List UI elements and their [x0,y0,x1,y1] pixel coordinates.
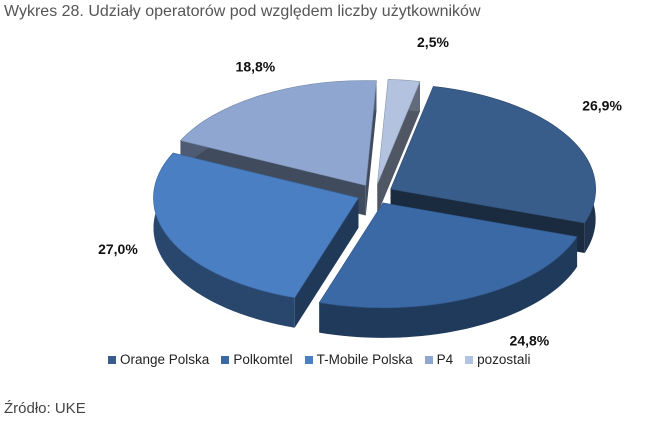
pie-slice-rim [319,236,578,338]
slice-value-label: 27,0% [98,241,138,257]
slice-value-label: 26,9% [582,97,622,113]
legend-swatch [465,355,474,364]
legend-item: Polkomtel [221,352,293,367]
legend-item: pozostali [465,352,530,367]
legend-label: P4 [436,352,454,367]
pie-slice-wall [365,80,377,216]
pie-chart: 26,9% 24,8% 27,0% 18,8% 2,5% [98,34,622,348]
pie-slice-rim [153,153,295,328]
legend-swatch [304,355,313,364]
legend-swatch [108,355,116,364]
legend-label: pozostali [477,352,531,367]
legend-item: T-Mobile Polska [304,352,413,367]
pie-slice-wall [377,81,420,215]
legend-item: Orange Polska [108,352,209,367]
pie-slice [179,80,377,186]
slice-value-label: 24,8% [510,332,550,348]
source-note: Źródło: UKE [4,400,86,417]
legend-label: Polkomtel [233,352,293,367]
chart-legend: Orange Polska Polkomtel T-Mobile Polska P4 p… [108,352,530,367]
slice-value-label: 18,8% [236,59,276,75]
legend-label: Orange Polska [120,352,210,367]
slice-value-label: 2,5% [417,34,449,50]
chart-title: Wykres 28. Udziały operatorów pod względ… [4,3,481,20]
legend-swatch [424,355,433,364]
pie-slice-wall [294,197,359,328]
legend-item: P4 [424,352,454,367]
pie-slice [318,202,578,309]
pie-slice [377,79,421,185]
legend-swatch [221,355,230,364]
pie-slice [390,86,596,224]
legend-label: T-Mobile Polska [316,352,413,367]
pie-slice [153,152,359,299]
